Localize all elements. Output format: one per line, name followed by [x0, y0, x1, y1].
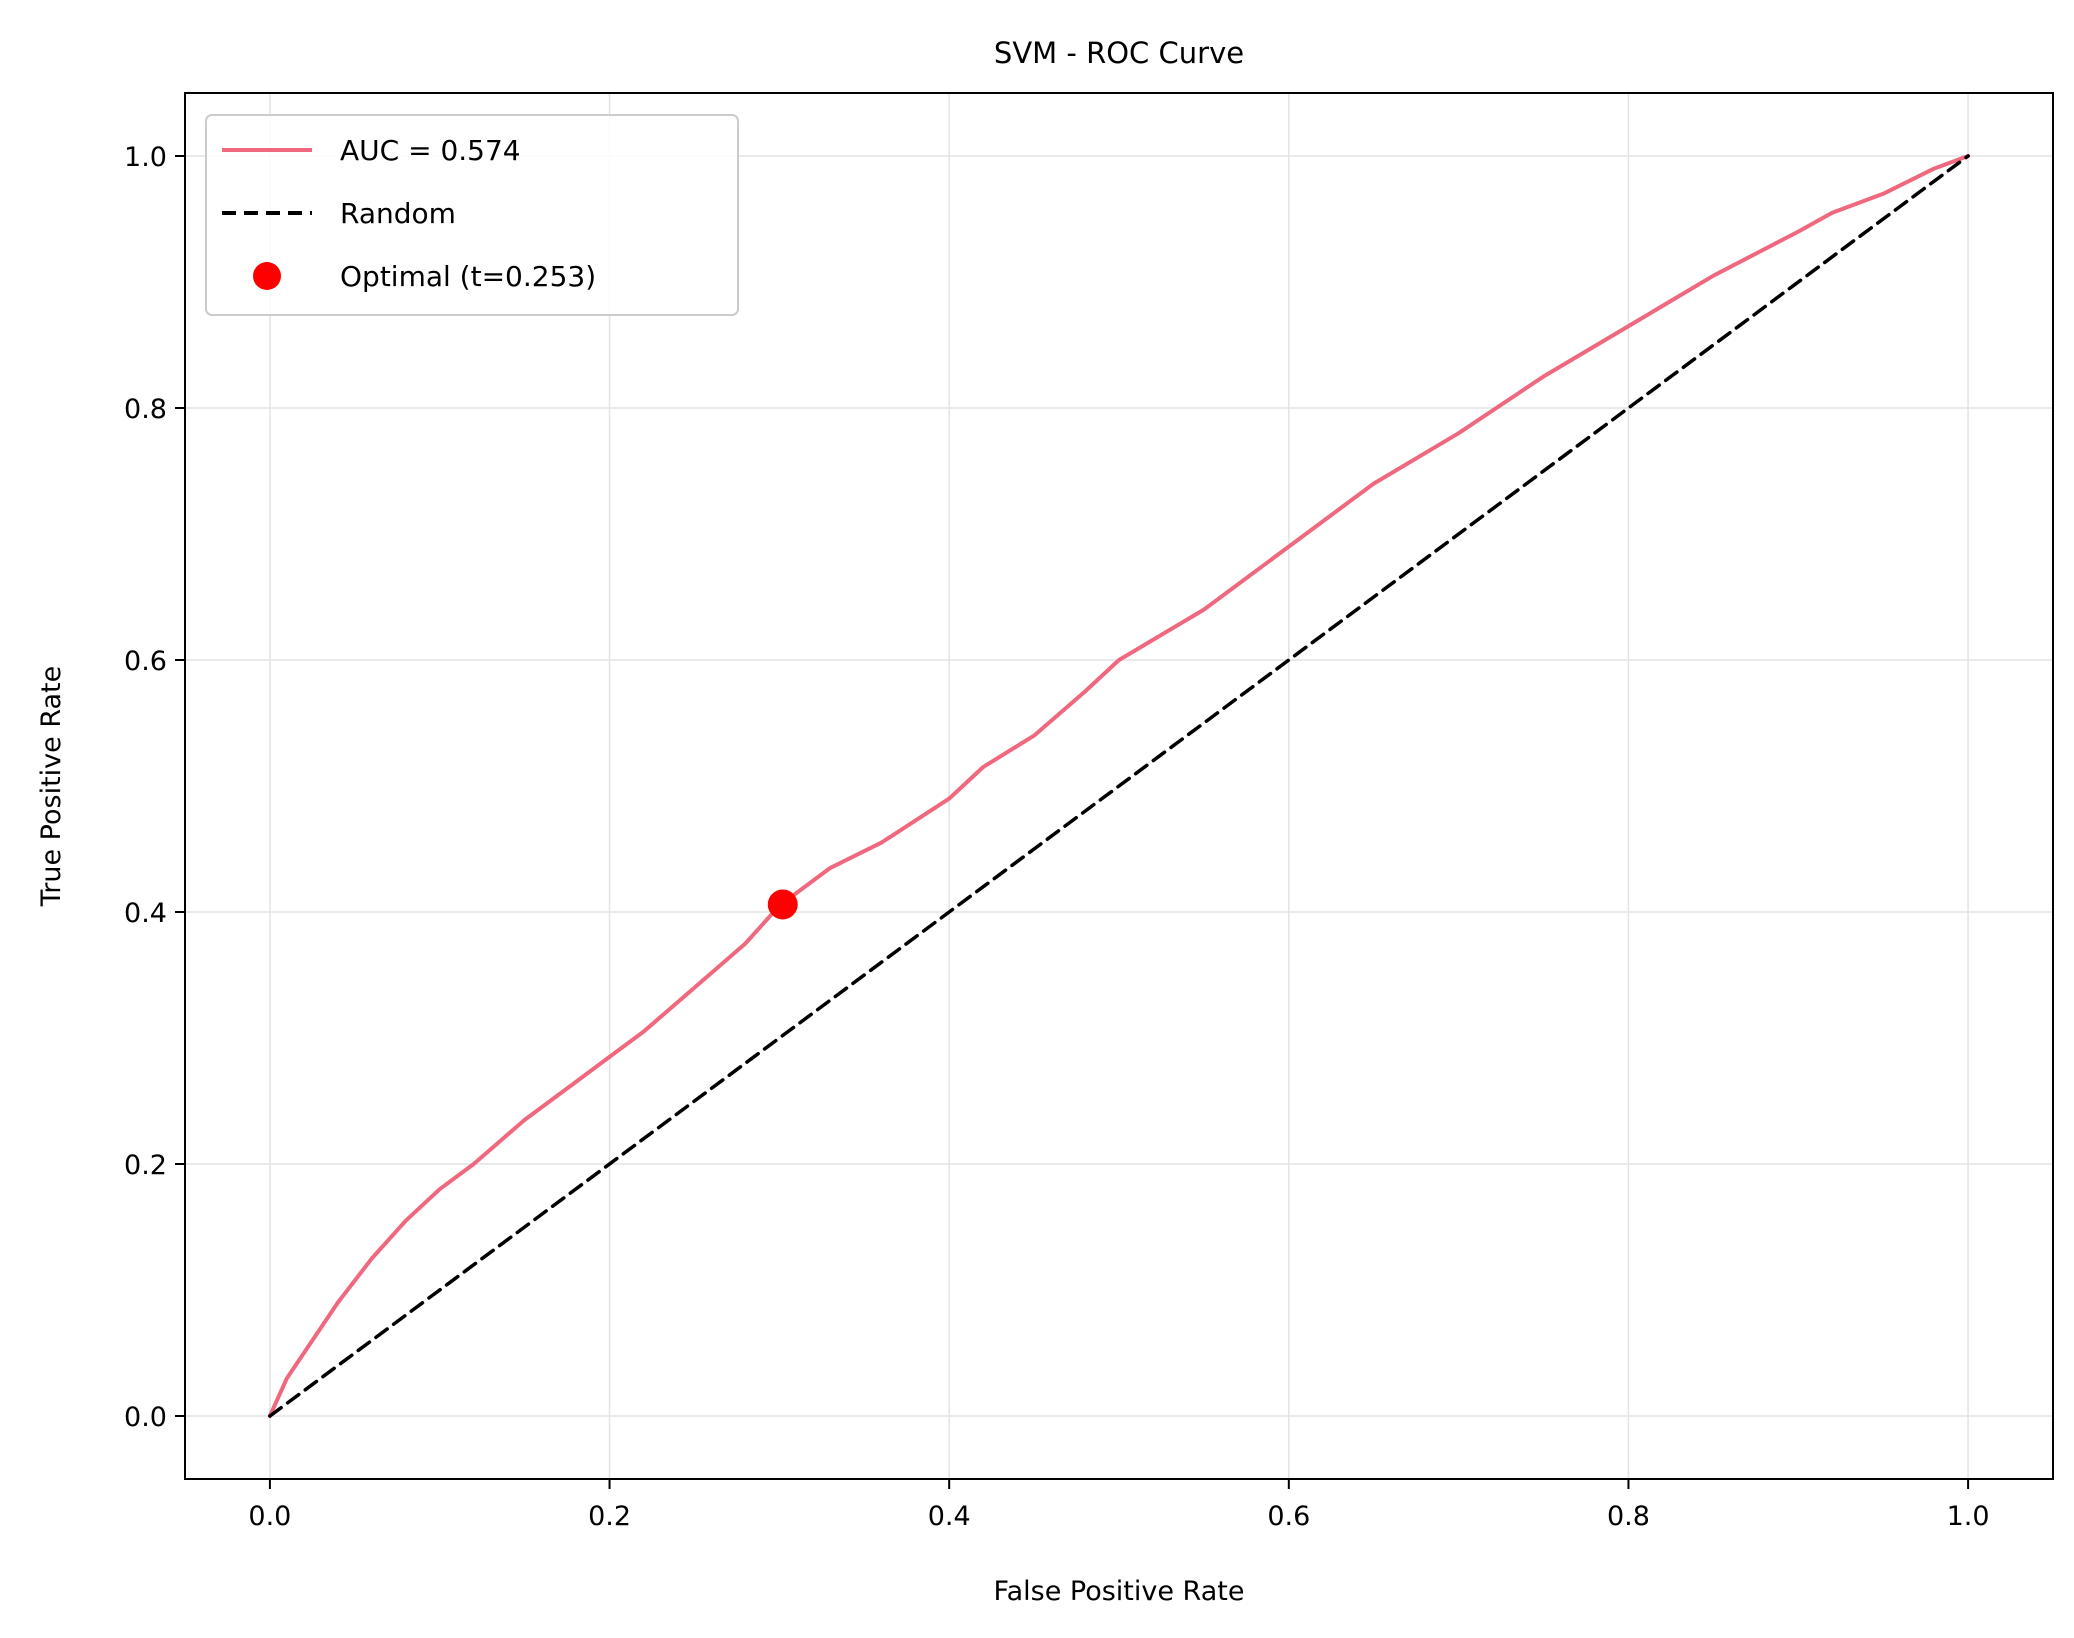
- x-tick-label: 0.0: [248, 1501, 291, 1532]
- x-tick-label: 0.8: [1607, 1501, 1650, 1532]
- legend-box: [205, 114, 739, 316]
- legend-label-random: Random: [340, 197, 456, 230]
- optimal-point-marker: [767, 889, 798, 920]
- legend-label-optimal: Optimal (t=0.253): [340, 260, 596, 293]
- roc-curve-line: [267, 154, 1971, 1418]
- y-tick-label: 0.0: [124, 1402, 167, 1433]
- x-tick-label: 0.4: [928, 1501, 971, 1532]
- y-tick-label: 0.2: [124, 1150, 167, 1181]
- legend: AUC = 0.574 Random Optimal (t=0.253): [205, 114, 739, 316]
- legend-swatch-optimal: [253, 262, 281, 290]
- y-axis-label: True Positive Rate: [36, 666, 67, 908]
- plot-frame: [184, 92, 2054, 1480]
- y-tick-label: 0.4: [124, 898, 167, 929]
- chart-title: SVM - ROC Curve: [994, 36, 1244, 70]
- x-tick-label: 1.0: [1947, 1501, 1990, 1532]
- legend-label-auc: AUC = 0.574: [340, 134, 521, 167]
- y-tick-label: 0.8: [124, 394, 167, 425]
- x-tick-label: 0.6: [1267, 1501, 1310, 1532]
- random-baseline-line: [268, 154, 1970, 1418]
- plot-series: [267, 154, 1971, 1418]
- x-tick-label: 0.2: [588, 1501, 631, 1532]
- y-tick-label: 1.0: [124, 142, 167, 173]
- y-tick-label: 0.6: [124, 646, 167, 677]
- x-axis-label: False Positive Rate: [994, 1576, 1245, 1607]
- axis-ticks: 0.0 0.2 0.4 0.6 0.8 1.0 0.0 0.2 0.4 0.6 0.8 1.0: [124, 142, 1990, 1532]
